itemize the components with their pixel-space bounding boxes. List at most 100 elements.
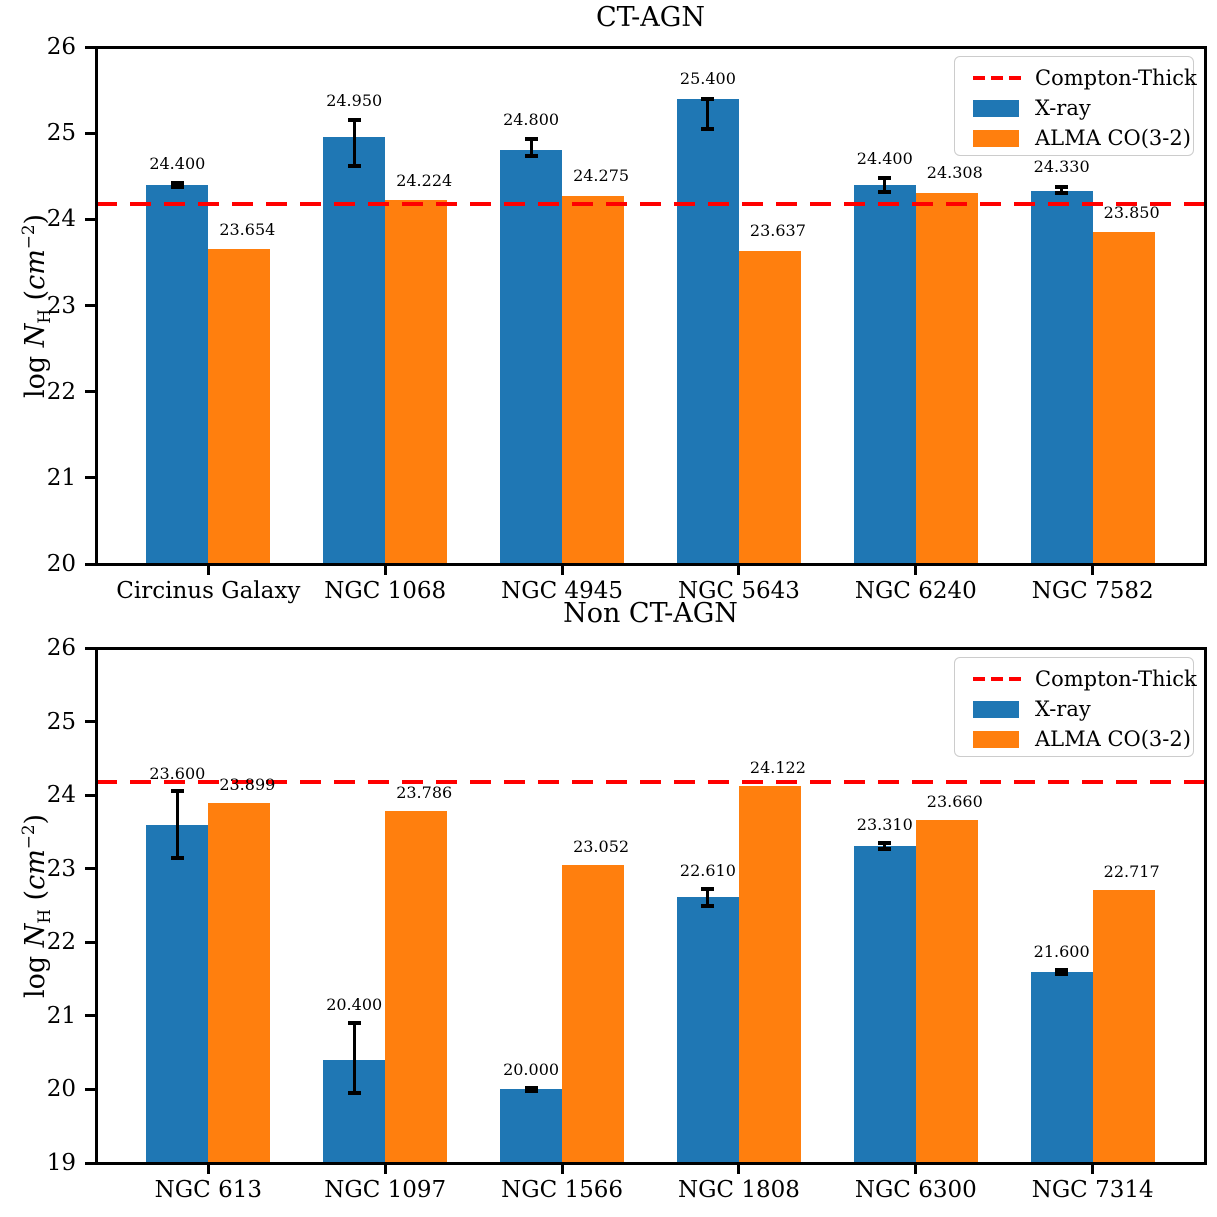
legend-item: Compton-Thick (955, 664, 1197, 695)
xray-value-label: 22.610 (679, 860, 736, 880)
error-bar-cap (524, 137, 538, 142)
x-tick-label: NGC 613 (154, 1177, 262, 1203)
y-tick (85, 1087, 95, 1091)
alma-bar (385, 810, 448, 1163)
legend-item: ALMA CO(3-2) (955, 123, 1193, 154)
y-tick-label: 26 (46, 635, 76, 661)
alma-value-label: 23.660 (926, 792, 983, 812)
y-tick (85, 304, 95, 307)
alma-bar (738, 250, 801, 564)
y-tick (85, 867, 95, 871)
error-bar-cap (524, 153, 538, 158)
error-bar-cap (878, 846, 892, 851)
x-tick (206, 1164, 210, 1174)
error-bar-cap (524, 1088, 538, 1093)
alma-bar (738, 786, 801, 1163)
x-tick (914, 565, 918, 575)
y-tick-label: 20 (46, 551, 76, 577)
y-tick (85, 562, 95, 566)
alma-value-label: 23.850 (1103, 202, 1160, 222)
error-bar-cap (347, 1021, 361, 1026)
error-bar-cap (878, 189, 892, 194)
y-tick (85, 476, 95, 480)
error-bar-line (706, 888, 710, 907)
y-tick (85, 217, 95, 221)
ylabel-open-paren: ( (19, 889, 51, 909)
legend-item: X-ray (955, 694, 1193, 725)
alma-value-label: 23.637 (749, 221, 806, 241)
xray-bar (676, 98, 739, 564)
y-tick-label: 21 (46, 464, 76, 491)
error-bar-cap (1055, 190, 1069, 195)
legend-label: Compton-Thick (1035, 667, 1197, 691)
x-tick (1091, 565, 1095, 575)
error-bar-cap (524, 1085, 538, 1090)
y-tick (85, 1161, 95, 1165)
y-tick-label: 24 (46, 782, 76, 809)
xray-value-label: 23.600 (149, 763, 206, 783)
error-bar-line (352, 120, 356, 166)
legend-label: X-ray (1035, 697, 1091, 721)
y-tick (85, 1014, 95, 1018)
x-tick-label: NGC 1808 (677, 1177, 800, 1203)
error-bar-cap (701, 904, 715, 909)
alma-bar (562, 864, 625, 1163)
y-tick (85, 131, 95, 135)
x-tick-label: Circinus Galaxy (116, 578, 301, 604)
error-bar-line (352, 1023, 356, 1094)
error-bar-line (175, 791, 179, 858)
chart-title-ct-agn: CT-AGN (595, 2, 705, 33)
xray-bar (146, 184, 209, 564)
legend: Compton-Thick X-ray ALMA CO(3-2) (954, 657, 1197, 757)
error-bar-cap (1055, 971, 1069, 976)
xray-value-label: 24.950 (326, 90, 383, 110)
error-bar-cap (347, 118, 361, 123)
y-tick-label: 22 (46, 929, 76, 956)
alma-value-label: 23.052 (573, 837, 630, 857)
y-tick-label: 25 (46, 708, 76, 735)
xray-value-label: 21.600 (1033, 941, 1090, 961)
y-tick (85, 793, 95, 797)
legend-alma-swatch (973, 731, 1019, 748)
xray-bar (323, 137, 386, 564)
legend-xray-swatch (973, 701, 1019, 718)
alma-bar (1092, 232, 1155, 564)
xray-value-label: 23.310 (856, 815, 913, 835)
x-tick-label: NGC 7582 (1031, 578, 1154, 604)
error-bar-line (883, 842, 887, 849)
y-tick (85, 45, 95, 49)
error-bar-cap (347, 1091, 361, 1096)
x-tick-label: NGC 7314 (1031, 1177, 1154, 1203)
legend-label: Compton-Thick (1035, 66, 1197, 90)
x-tick-label: NGC 6300 (854, 1177, 977, 1203)
x-tick (737, 1164, 741, 1174)
error-bar-cap (170, 855, 184, 860)
legend-label: ALMA CO(3-2) (1035, 727, 1191, 751)
alma-bar (915, 192, 978, 564)
legend-compton-thick-swatch (973, 677, 1021, 681)
alma-value-label: 22.717 (1103, 861, 1160, 881)
alma-value-label: 23.899 (219, 774, 276, 794)
error-bar-line (1060, 186, 1064, 193)
y-axis-label: log NH (cm−2) (18, 813, 54, 997)
legend: Compton-Thick X-ray ALMA CO(3-2) (954, 56, 1197, 156)
xray-bar (1030, 971, 1093, 1163)
legend-item: X-ray (955, 93, 1193, 124)
xray-value-label: 24.330 (1033, 157, 1090, 177)
y-tick (85, 720, 95, 724)
error-bar-cap (878, 175, 892, 180)
xray-value-label: 24.800 (503, 109, 560, 129)
x-tick (737, 565, 741, 575)
error-bar-cap (701, 96, 715, 101)
y-tick (85, 646, 95, 650)
legend-compton-thick-swatch (973, 76, 1021, 80)
y-tick (85, 390, 95, 394)
xray-value-label: 24.400 (149, 153, 206, 173)
x-tick-label: NGC 6240 (854, 578, 977, 604)
alma-value-label: 23.654 (219, 219, 276, 239)
error-bar-cap (701, 886, 715, 891)
error-bar-line (529, 139, 533, 156)
error-bar-line (1060, 969, 1064, 974)
